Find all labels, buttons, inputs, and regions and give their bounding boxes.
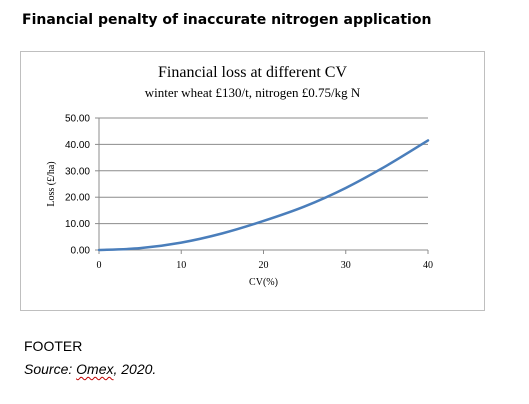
- y-tick-label: 30.00: [65, 166, 90, 177]
- source-name: Omex: [76, 361, 114, 377]
- x-tick-label: 40: [423, 260, 433, 271]
- page-heading: Financial penalty of inaccurate nitrogen…: [22, 12, 432, 28]
- chart-subtitle: winter wheat £130/t, nitrogen £0.75/kg N: [144, 85, 361, 100]
- footer-label: FOOTER: [24, 338, 83, 354]
- y-axis-title: Loss (£/ha): [46, 161, 57, 206]
- source-citation: Source: Omex, 2020.: [24, 361, 156, 377]
- x-axis-title: CV(%): [249, 277, 278, 288]
- y-tick-label: 20.00: [65, 193, 90, 204]
- y-tick-label: 0.00: [71, 246, 91, 257]
- y-tick-label: 10.00: [65, 219, 90, 230]
- x-tick-label: 10: [176, 260, 186, 271]
- x-tick-label: 30: [341, 260, 351, 271]
- x-tick-label: 20: [259, 260, 269, 271]
- y-tick-label: 40.00: [65, 140, 90, 151]
- series-line: [97, 139, 430, 252]
- chart-plot: 0.00 10.00 20.00 30.00 40.00 50.00 0 10 20 30 40 CV…: [46, 114, 433, 289]
- x-tick-label: 0: [97, 260, 102, 271]
- source-suffix: , 2020.: [113, 361, 157, 377]
- chart-container: Financial loss at different CV winter wh…: [20, 51, 485, 311]
- source-prefix: Source:: [24, 361, 77, 377]
- chart-title: Financial loss at different CV: [158, 64, 347, 81]
- y-tick-label: 50.00: [65, 114, 90, 125]
